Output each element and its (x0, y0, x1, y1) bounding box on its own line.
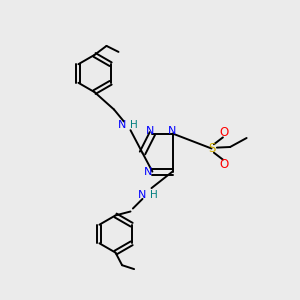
Text: O: O (219, 125, 228, 139)
Text: H: H (130, 120, 138, 130)
Text: S: S (208, 142, 215, 155)
Text: O: O (219, 158, 228, 172)
Text: H: H (150, 190, 158, 200)
Text: N: N (144, 167, 152, 177)
Text: N: N (168, 126, 177, 136)
Text: N: N (137, 190, 146, 200)
Text: N: N (146, 126, 154, 136)
Text: N: N (118, 120, 126, 130)
